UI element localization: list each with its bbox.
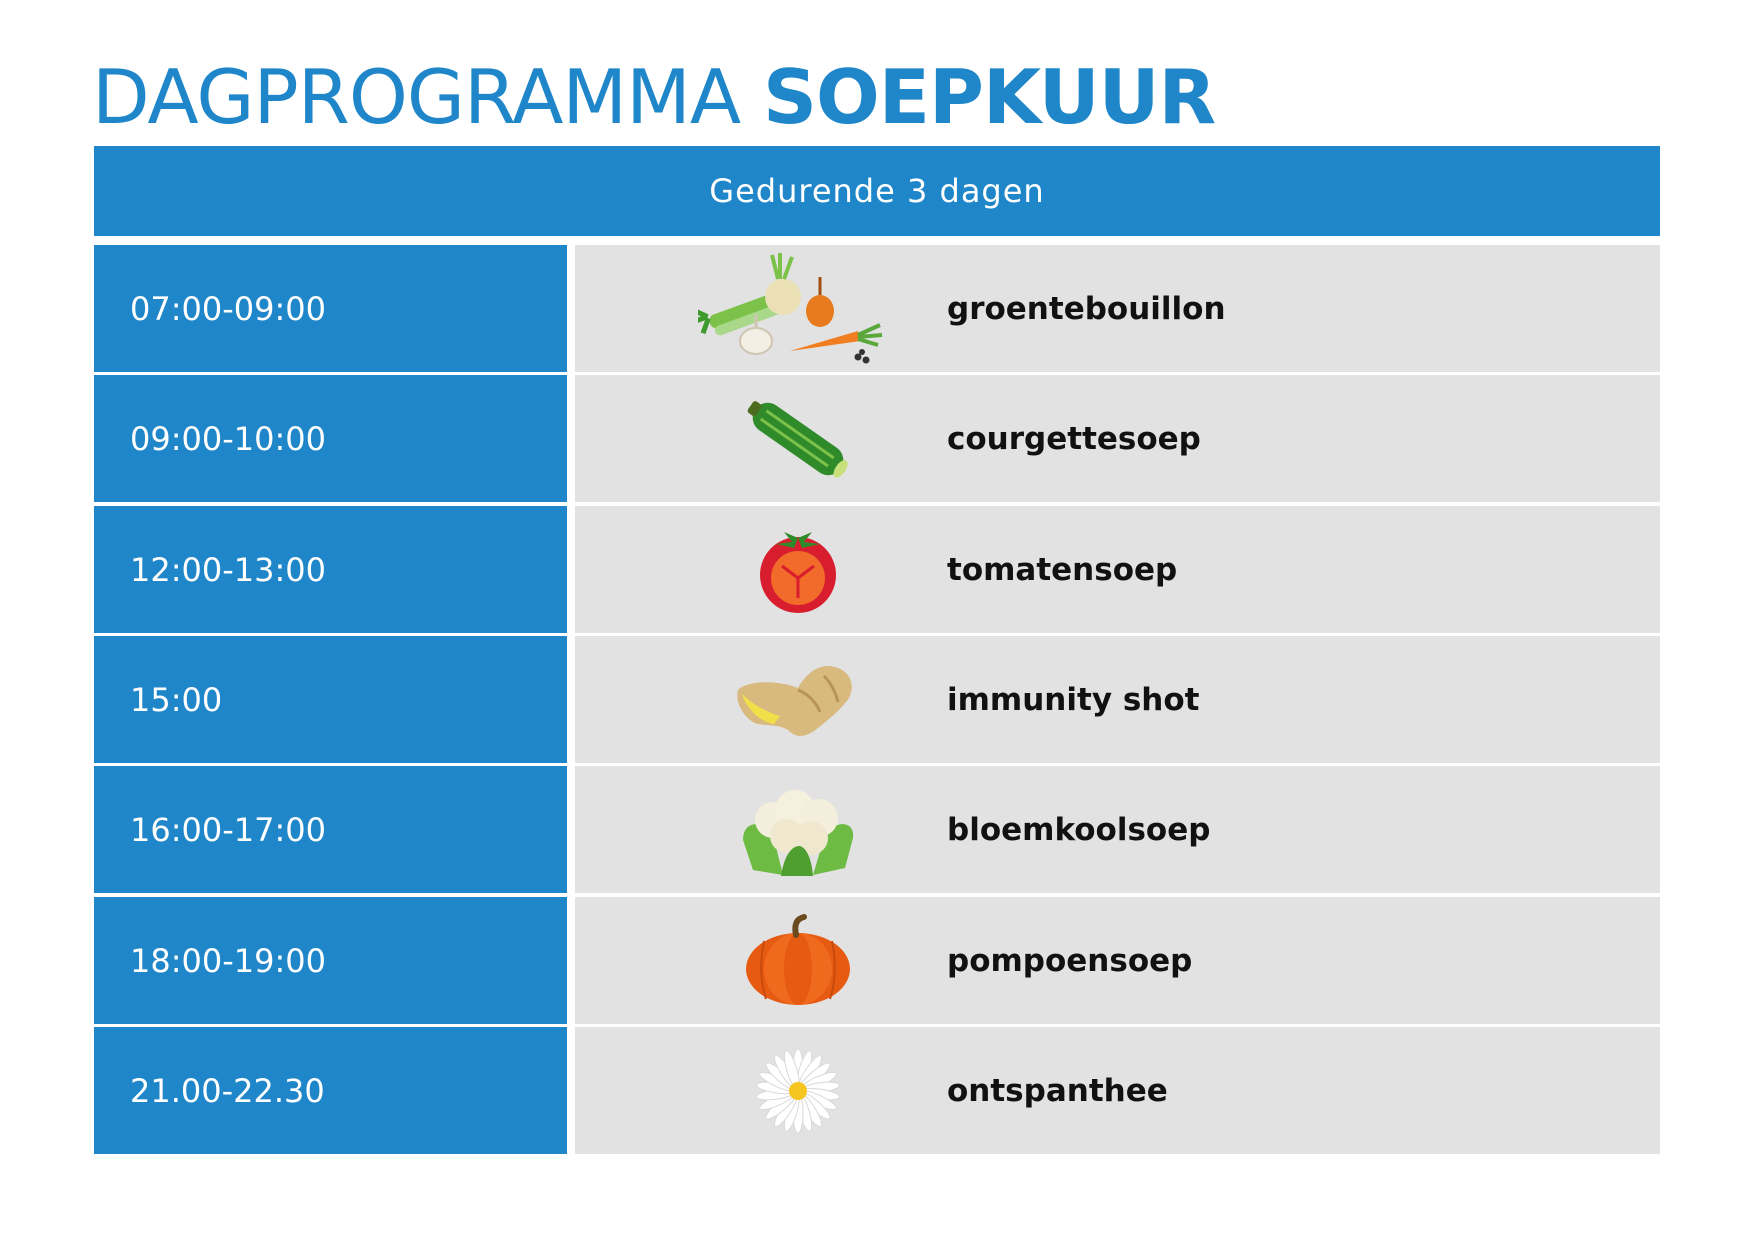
item-cell: tomatensoep bbox=[575, 506, 1660, 633]
time-cell: 09:00-10:00 bbox=[94, 375, 567, 502]
time-label: 18:00-19:00 bbox=[130, 941, 326, 980]
title-part-bold: SOEPKUUR bbox=[762, 53, 1216, 141]
chamomile-flower-icon bbox=[683, 1027, 913, 1154]
item-cell: bloemkoolsoep bbox=[575, 766, 1660, 893]
time-label: 12:00-13:00 bbox=[130, 550, 326, 589]
schedule-row: 12:00-13:00 tomatensoep bbox=[94, 506, 1660, 633]
page-title: DAGPROGRAMMA SOEPKUUR bbox=[92, 52, 1216, 142]
time-label: 21.00-22.30 bbox=[130, 1071, 325, 1110]
item-label: courgettesoep bbox=[947, 420, 1201, 457]
pumpkin-icon bbox=[683, 897, 913, 1024]
time-cell: 12:00-13:00 bbox=[94, 506, 567, 633]
time-label: 09:00-10:00 bbox=[130, 419, 326, 458]
time-cell: 07:00-09:00 bbox=[94, 245, 567, 372]
item-label: bloemkoolsoep bbox=[947, 811, 1211, 848]
zucchini-icon bbox=[683, 375, 913, 502]
schedule-row: 16:00-17:00 bloemkoolsoep bbox=[94, 766, 1660, 893]
item-cell: groentebouillon bbox=[575, 245, 1660, 372]
tomato-icon bbox=[683, 506, 913, 633]
schedule-row: 18:00-19:00 pompoensoep bbox=[94, 897, 1660, 1024]
schedule-row: 07:00-09:00 bbox=[94, 245, 1660, 372]
item-cell: immunity shot bbox=[575, 636, 1660, 763]
time-cell: 16:00-17:00 bbox=[94, 766, 567, 893]
item-label: pompoensoep bbox=[947, 942, 1193, 979]
schedule-row: 15:00 immunity shot bbox=[94, 636, 1660, 763]
cauliflower-icon bbox=[683, 766, 913, 893]
time-cell: 21.00-22.30 bbox=[94, 1027, 567, 1154]
item-label: tomatensoep bbox=[947, 551, 1178, 588]
item-label: ontspanthee bbox=[947, 1072, 1168, 1109]
item-cell: courgettesoep bbox=[575, 375, 1660, 502]
item-label: immunity shot bbox=[947, 681, 1200, 718]
title-part-light: DAGPROGRAMMA bbox=[92, 53, 741, 141]
schedule-row: 21.00-22.30 ontspanthee bbox=[94, 1027, 1660, 1154]
schedule-row: 09:00-10:00 courgettesoep bbox=[94, 375, 1660, 502]
time-cell: 15:00 bbox=[94, 636, 567, 763]
item-cell: pompoensoep bbox=[575, 897, 1660, 1024]
time-label: 15:00 bbox=[130, 680, 223, 719]
item-cell: ontspanthee bbox=[575, 1027, 1660, 1154]
ginger-icon bbox=[683, 636, 913, 763]
schedule-header: Gedurende 3 dagen bbox=[94, 146, 1660, 236]
time-label: 07:00-09:00 bbox=[130, 289, 326, 328]
schedule-header-text: Gedurende 3 dagen bbox=[709, 172, 1045, 210]
time-label: 16:00-17:00 bbox=[130, 810, 326, 849]
time-cell: 18:00-19:00 bbox=[94, 897, 567, 1024]
vegetables-icon bbox=[683, 245, 913, 372]
item-label: groentebouillon bbox=[947, 290, 1226, 327]
